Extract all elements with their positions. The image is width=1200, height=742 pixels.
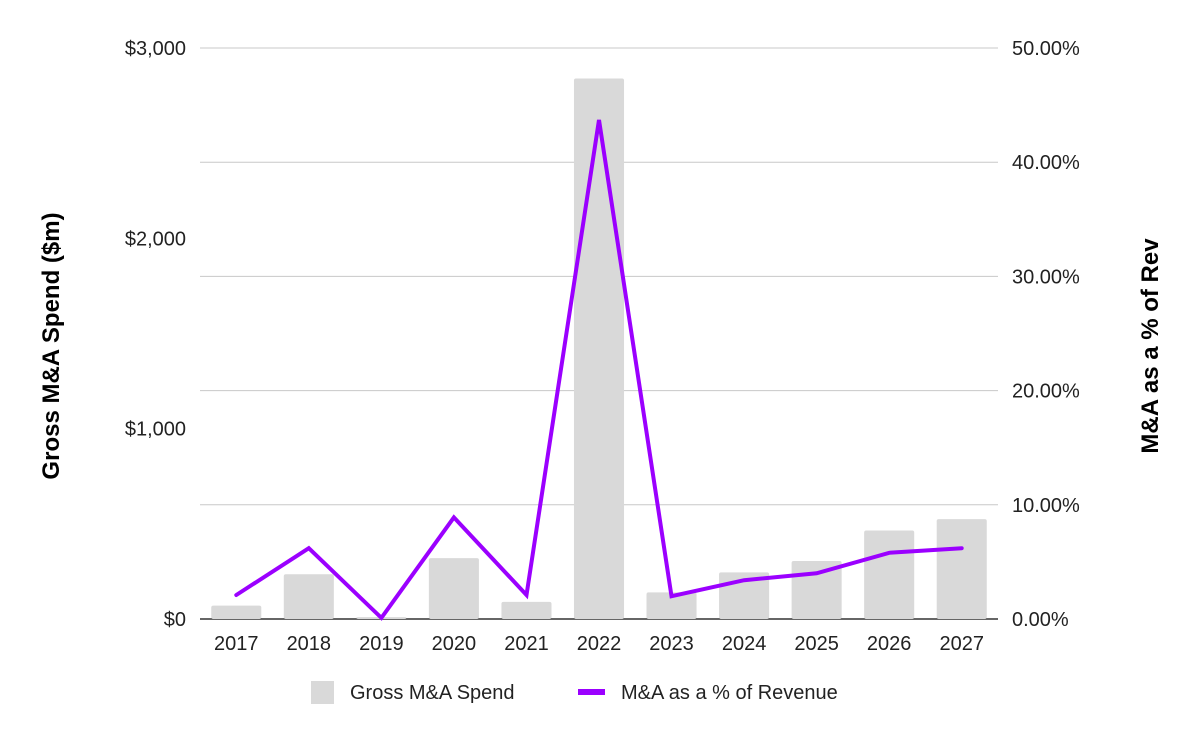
- right-tick-label: 10.00%: [1012, 495, 1080, 517]
- right-tick-label: 40.00%: [1012, 152, 1080, 174]
- bar-2022: [573, 78, 625, 620]
- right-tick-label: 20.00%: [1012, 381, 1080, 403]
- bar-2027: [936, 519, 987, 619]
- legend-label-bar: Gross M&A Spend: [350, 682, 515, 704]
- left-tick-label: $2,000: [125, 228, 186, 250]
- left-tick-label: $3,000: [125, 38, 186, 60]
- x-tick-label: 2025: [794, 633, 839, 655]
- legend-item-bar: Gross M&A Spend: [311, 681, 515, 704]
- legend-label-line: M&A as a % of Revenue: [621, 682, 838, 704]
- bar-2021: [501, 601, 552, 619]
- right-axis-ticks: 0.00% 10.00% 20.00% 30.00% 40.00% 50.00%: [1012, 38, 1080, 631]
- left-axis-ticks: $0 $1,000 $2,000 $3,000: [125, 38, 186, 631]
- bar-2020: [428, 558, 479, 619]
- left-tick-label: $1,000: [125, 419, 186, 441]
- bar-2018: [283, 574, 334, 619]
- bar-2017: [211, 605, 262, 619]
- x-tick-label: 2021: [504, 633, 549, 655]
- right-tick-label: 50.00%: [1012, 38, 1080, 60]
- x-tick-label: 2018: [287, 633, 332, 655]
- bar-series: [211, 78, 987, 620]
- right-axis-title: M&A as a % of Rev: [1137, 238, 1164, 454]
- x-tick-label: 2019: [359, 633, 404, 655]
- line-series: [234, 119, 964, 621]
- legend-swatch-line: [578, 689, 605, 695]
- bar-2023: [646, 592, 697, 619]
- legend-item-line: M&A as a % of Revenue: [578, 682, 838, 704]
- bar-2026: [864, 530, 915, 619]
- left-tick-label: $0: [164, 609, 186, 631]
- x-tick-label: 2020: [432, 633, 477, 655]
- x-tick-label: 2022: [577, 633, 622, 655]
- left-axis-title: Gross M&A Spend ($m): [38, 212, 65, 479]
- x-tick-label: 2017: [214, 633, 259, 655]
- x-tick-label: 2024: [722, 633, 767, 655]
- x-tick-label: 2026: [867, 633, 912, 655]
- right-tick-label: 30.00%: [1012, 266, 1080, 288]
- right-tick-label: 0.00%: [1012, 609, 1069, 631]
- legend-swatch-bar: [311, 681, 334, 704]
- x-tick-label: 2027: [939, 633, 984, 655]
- legend: Gross M&A Spend M&A as a % of Revenue: [311, 681, 838, 704]
- x-tick-label: 2023: [649, 633, 694, 655]
- x-axis-ticks: 2017 2018 2019 2020 2021 2022 2023 2024 2025 2026…: [214, 633, 984, 655]
